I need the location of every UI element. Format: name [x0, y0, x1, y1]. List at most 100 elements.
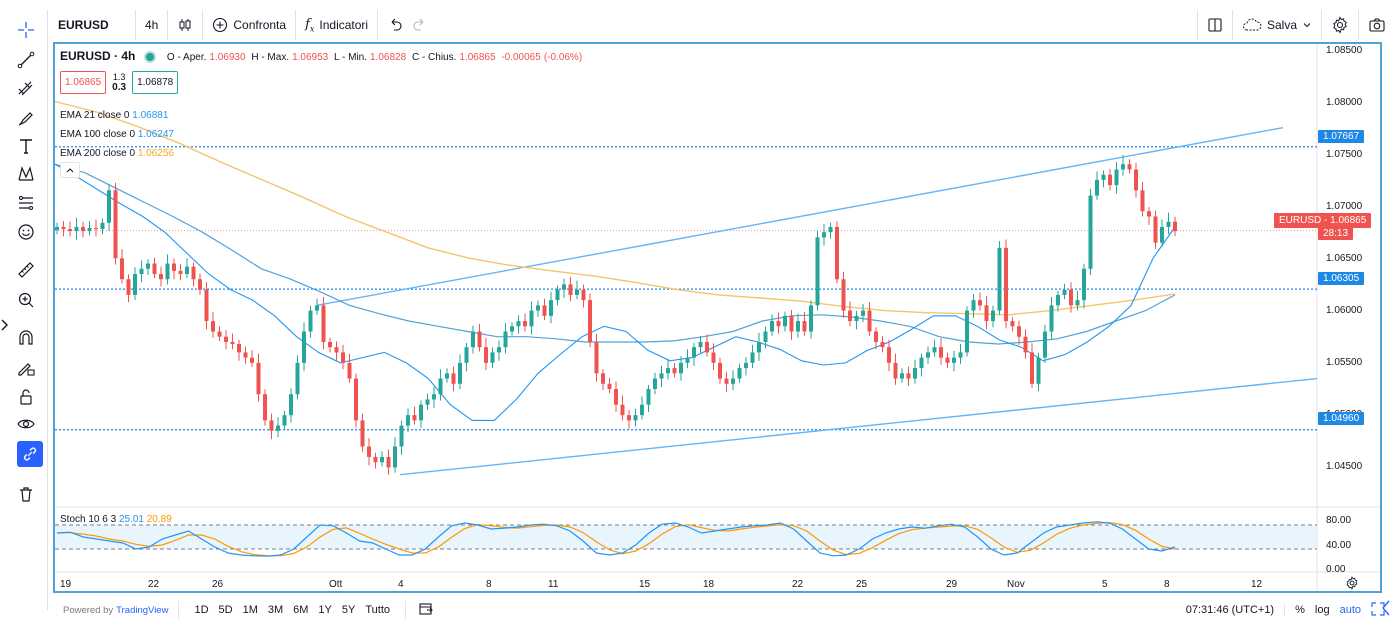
auto-toggle[interactable]: auto [1339, 604, 1361, 616]
percent-toggle[interactable]: % [1295, 604, 1305, 616]
compare-button[interactable]: Confronta [203, 10, 297, 40]
candle-body [100, 222, 105, 230]
candle-body [250, 357, 254, 363]
stoch-band [55, 525, 1317, 549]
interval-button[interactable]: 4h [136, 10, 169, 40]
brush-icon[interactable] [14, 106, 38, 130]
time-tick: 5 [1102, 579, 1108, 590]
prediction-tool-icon[interactable] [14, 191, 38, 215]
emoji-icon[interactable] [14, 220, 38, 244]
range-1d[interactable]: 1D [194, 604, 209, 616]
candle-body [575, 289, 579, 295]
axis-settings-icon[interactable] [1345, 576, 1359, 591]
candle-body [237, 344, 241, 353]
candle-body [763, 331, 768, 342]
candle-body [815, 237, 820, 306]
range-all[interactable]: Tutto [365, 604, 391, 616]
fullscreen-icon[interactable] [1371, 601, 1385, 619]
trend-line-icon[interactable] [14, 48, 38, 72]
settings-button[interactable] [1321, 10, 1358, 40]
chevron-right-icon[interactable] [0, 318, 10, 332]
candle-body [1095, 179, 1099, 196]
clock-timezone[interactable]: 07:31:46 (UTC+1) [1186, 604, 1286, 616]
undo-button[interactable] [378, 10, 412, 40]
lock-pencil-icon[interactable] [14, 356, 38, 380]
candle-body [627, 415, 631, 421]
time-tick: Ott [329, 579, 343, 590]
crosshair-icon[interactable] [14, 18, 38, 42]
candle-body [1108, 174, 1112, 186]
indicators-button[interactable]: fx Indicatori [296, 10, 379, 40]
price-tick: 1.08500 [1326, 45, 1363, 56]
range-6m[interactable]: 6M [293, 604, 309, 616]
snapshot-button[interactable] [1358, 10, 1395, 40]
ema100-legend[interactable]: EMA 100 close 0 1.06247 [60, 125, 174, 144]
magnet-icon[interactable] [14, 326, 38, 350]
candle-body [705, 341, 709, 353]
pattern-tool-icon[interactable] [14, 162, 38, 186]
candle-body [861, 310, 865, 316]
link-icon[interactable] [17, 441, 43, 467]
time-tick: 8 [486, 579, 492, 590]
chart-pane[interactable]: EURUSD · 4h O - Aper. 1.06930 H - Max. 1.0… [53, 42, 1382, 593]
ruler-icon[interactable] [14, 258, 38, 282]
spread-bottom: 0.3 [112, 82, 127, 93]
candle-body [640, 404, 644, 416]
candle-body [458, 362, 462, 384]
candle-body [321, 305, 326, 342]
candle-body [484, 347, 488, 363]
bar-countdown: 28:13 [1318, 227, 1354, 240]
time-tick: 12 [1251, 579, 1263, 590]
ema100-value: 1.06247 [137, 129, 174, 140]
candle-body [1082, 268, 1086, 301]
candle-body [328, 341, 332, 348]
current-symbol: EURUSD [1279, 215, 1322, 226]
candle-body [1134, 169, 1138, 191]
candle-body [692, 347, 696, 358]
candle-body [61, 226, 66, 230]
eye-icon[interactable] [14, 412, 38, 436]
save-button[interactable]: Salva [1231, 10, 1321, 40]
candle-body [653, 378, 657, 389]
current-price-tag: EURUSD - 1.06865 [1274, 213, 1372, 228]
stoch-tick: 0.00 [1326, 564, 1346, 575]
stoch-d-line [56, 521, 1176, 557]
collapse-legend-button[interactable] [60, 162, 80, 178]
range-5d[interactable]: 5D [218, 604, 233, 616]
range-1y[interactable]: 1Y [318, 604, 332, 616]
candle-body [256, 362, 261, 395]
candle-body [926, 352, 930, 358]
ema200-legend[interactable]: EMA 200 close 0 1.06256 [60, 144, 174, 163]
trash-icon[interactable] [14, 482, 38, 506]
sell-button[interactable]: 1.06865 [60, 71, 107, 94]
candle-body [919, 357, 924, 369]
chevron-left-icon[interactable] [1380, 598, 1392, 623]
range-1m[interactable]: 1M [242, 604, 258, 616]
candle-body [971, 300, 976, 311]
bottom-toolbar: Powered by TradingView 1D 5D 1M 3M 6M 1Y … [53, 596, 1395, 624]
range-3m[interactable]: 3M [267, 604, 284, 616]
candle-body [939, 347, 943, 358]
chart-type-button[interactable] [168, 10, 204, 40]
text-tool-icon[interactable] [14, 134, 38, 158]
goto-date-button[interactable] [406, 602, 434, 619]
layout-button[interactable] [1196, 10, 1232, 40]
log-toggle[interactable]: log [1314, 604, 1330, 616]
level-tag-top: 1.07667 [1318, 130, 1365, 143]
zoom-in-icon[interactable] [14, 288, 38, 312]
candle-body [1017, 326, 1021, 337]
powered-by[interactable]: Powered by TradingView [53, 601, 180, 619]
price-tick: 1.06000 [1326, 305, 1363, 316]
redo-button[interactable] [412, 10, 437, 40]
fib-tool-icon[interactable] [14, 77, 38, 101]
chart-canvas[interactable] [55, 44, 1380, 591]
symbol-search-button[interactable]: EURUSD [48, 10, 136, 40]
candle-body [386, 456, 391, 468]
candle-body [555, 289, 560, 301]
unlock-icon[interactable] [14, 385, 38, 409]
buy-button[interactable]: 1.06878 [132, 71, 179, 94]
ema21-legend[interactable]: EMA 21 close 0 1.06881 [60, 106, 174, 125]
range-5y[interactable]: 5Y [341, 604, 356, 616]
time-tick: 8 [1164, 579, 1170, 590]
